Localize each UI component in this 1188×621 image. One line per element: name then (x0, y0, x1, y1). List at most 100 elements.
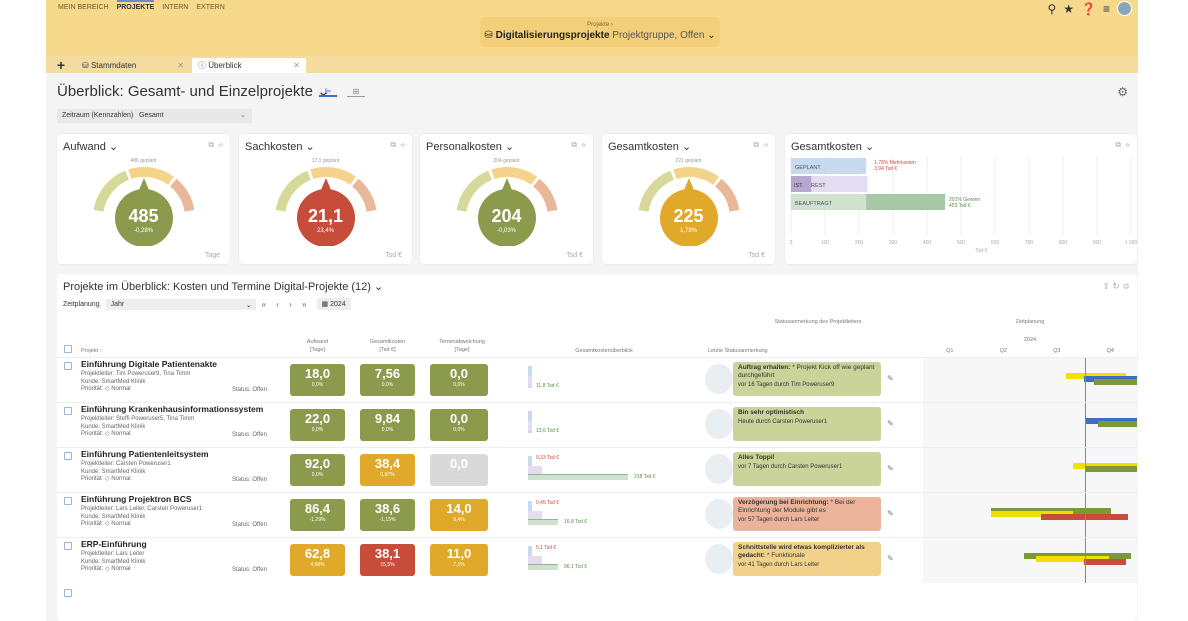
card-title[interactable]: Personalkosten ⌄ (426, 141, 515, 153)
external-link-icon[interactable]: ⧉ (571, 140, 578, 149)
project-name[interactable]: Einführung Projektron BCS (81, 494, 192, 504)
row-checkbox[interactable] (64, 497, 72, 505)
table-row[interactable]: Einführung Projektron BCS Projektleiter:… (57, 492, 1137, 538)
filter-settings-icon[interactable]: ⚙ (1117, 85, 1128, 99)
menu-icon[interactable]: ≡ (1102, 1, 1110, 16)
col-status[interactable]: Letzte Statusanmerkung (708, 348, 768, 354)
kpi-cell[interactable]: 62,8 4,58% (290, 544, 345, 576)
kpi-cell[interactable]: 18,0 0,0% (290, 364, 345, 396)
status-note[interactable]: Auftrag erhalten: * Projekt Kick off wie… (733, 362, 881, 396)
kpi-cell[interactable]: 7,56 0,0% (360, 364, 415, 396)
nav-extern[interactable]: EXTERN (196, 4, 225, 11)
settings-icon[interactable]: ≎ (581, 140, 586, 149)
search-icon[interactable]: ⚲ (1047, 1, 1057, 16)
close-icon[interactable]: ✕ (177, 61, 184, 70)
context-breadcrumb[interactable]: Projekte › (587, 22, 613, 28)
gantt-bar[interactable] (1094, 379, 1137, 385)
col-projekt[interactable]: Projekt ↑ (81, 348, 103, 354)
kpi-cell[interactable]: 38,6 -1,15% (360, 499, 415, 531)
external-link-icon[interactable]: ⧉ (208, 140, 215, 149)
external-link-icon[interactable]: ⧉ (753, 140, 760, 149)
nav-projekte[interactable]: PROJEKTE (116, 0, 155, 11)
new-row-checkbox[interactable] (64, 589, 72, 597)
close-icon[interactable]: ✕ (293, 61, 300, 70)
project-name[interactable]: Einführung Patientenleitsystem (81, 449, 209, 459)
nav-intern[interactable]: INTERN (162, 4, 189, 11)
section-title[interactable]: Projekte im Überblick: Kosten und Termin… (63, 281, 384, 293)
gantt-bar[interactable] (991, 511, 1073, 517)
edit-icon[interactable]: ✎ (887, 464, 894, 473)
kpi-cell[interactable]: 38,1 15,5% (360, 544, 415, 576)
gantt-bar[interactable] (1085, 466, 1137, 472)
project-name[interactable]: Einführung Krankenhausinformationssystem (81, 404, 264, 414)
settings-icon[interactable]: ≎ (400, 140, 405, 149)
user-avatar[interactable] (1117, 1, 1132, 16)
refresh-icon[interactable]: ↻ (1112, 281, 1120, 291)
gantt-bar[interactable] (1083, 559, 1127, 565)
context-selector[interactable]: Projekte › ⛁ Digitalisierungsprojekte Pr… (480, 17, 720, 47)
kpi-cell[interactable]: 11,0 7,1% (430, 544, 488, 576)
status-note[interactable]: Schnittstelle wird etwas komplizierter a… (733, 542, 881, 576)
kpi-cell[interactable]: 0,0 0,0% (430, 364, 488, 396)
row-checkbox[interactable] (64, 407, 72, 415)
status-note[interactable]: Alles Toppi! vor 7 Tagen durch Carsten P… (733, 452, 881, 486)
project-name[interactable]: Einführung Digitale Patientenakte (81, 359, 218, 369)
table-row[interactable]: Einführung Digitale Patientenakte Projek… (57, 357, 1137, 403)
select-all-checkbox[interactable] (64, 345, 72, 353)
status-note[interactable]: Bin sehr optimistisch Heute durch Carste… (733, 407, 881, 441)
nav-mein-bereich[interactable]: MEIN BEREICH (58, 4, 109, 11)
col-gesamtkosten[interactable]: Gesamtkosten [Tsd €] (360, 338, 415, 354)
kpi-cell[interactable]: 22,0 0,0% (290, 409, 345, 441)
edit-icon[interactable]: ✎ (887, 509, 894, 518)
col-aufwand[interactable]: Aufwand [Tage] (290, 338, 345, 354)
card-title[interactable]: Aufwand ⌄ (63, 141, 119, 153)
table-row[interactable]: ERP-Einführung Projektleiter: Lars Leite… (57, 537, 1137, 583)
tab-stammdaten[interactable]: ⛁ Stammdaten ✕ (76, 58, 190, 73)
settings-icon[interactable]: ≎ (1122, 281, 1130, 291)
external-link-icon[interactable]: ⧉ (390, 140, 397, 149)
zeitplanung-select[interactable]: Jahr ⌄ (105, 298, 256, 310)
row-checkbox[interactable] (64, 452, 72, 460)
settings-icon[interactable]: ≎ (1125, 140, 1130, 149)
card-title[interactable]: Sachkosten ⌄ (245, 141, 315, 153)
settings-icon[interactable]: ≎ (763, 140, 768, 149)
gantt-bar[interactable] (1036, 556, 1110, 562)
page-title[interactable]: Überblick: Gesamt- und Einzelprojekte ⌄ (57, 82, 330, 100)
table-row[interactable]: Einführung Krankenhausinformationssystem… (57, 402, 1137, 448)
period-select[interactable]: Zeitraum (Kennzahlen) Gesamt ⌄ (57, 109, 252, 123)
edit-icon[interactable]: ✎ (887, 374, 894, 383)
kpi-cell[interactable]: 0,0 - (430, 454, 488, 486)
gauge-pointer (139, 178, 149, 190)
col-ueberblick[interactable]: Gesamtkostenüberblick (575, 348, 633, 354)
kpi-cell[interactable]: 0,0 0,0% (430, 409, 488, 441)
edit-icon[interactable]: ✎ (887, 554, 894, 563)
external-link-icon[interactable]: ⧉ (1115, 140, 1122, 149)
kpi-cell[interactable]: 14,0 9,4% (430, 499, 488, 531)
col-termin[interactable]: Terminabweichung [Tage] (430, 338, 494, 354)
grid-view-icon[interactable]: ⊞ (347, 87, 365, 97)
tab-ueberblick[interactable]: ⓘ Überblick ✕ (192, 58, 306, 73)
gantt-view-icon[interactable]: ⊫ (319, 87, 337, 97)
row-checkbox[interactable] (64, 362, 72, 370)
kpi-cell[interactable]: 92,0 0,0% (290, 454, 345, 486)
settings-icon[interactable]: ≎ (218, 140, 223, 149)
edit-icon[interactable]: ✎ (887, 419, 894, 428)
year-picker[interactable]: ▦ 2024 (316, 298, 351, 310)
kpi-cell[interactable]: 38,4 0,87% (360, 454, 415, 486)
gantt-bar[interactable] (1040, 514, 1129, 520)
context-title-row[interactable]: ⛁ Digitalisierungsprojekte Projektgruppe… (480, 30, 720, 41)
timeline-nav[interactable]: « ‹ › » (261, 299, 311, 309)
star-icon[interactable]: ★ (1063, 1, 1075, 16)
kpi-cell[interactable]: 86,4 -1,29% (290, 499, 345, 531)
row-checkbox[interactable] (64, 542, 72, 550)
table-row[interactable]: Einführung Patientenleitsystem Projektle… (57, 447, 1137, 493)
card-title[interactable]: Gesamtkosten ⌄ (608, 141, 692, 153)
project-name[interactable]: ERP-Einführung (81, 539, 147, 549)
help-icon[interactable]: ❓ (1081, 1, 1096, 16)
chart-title[interactable]: Gesamtkosten ⌄ (791, 141, 875, 153)
kpi-cell[interactable]: 9,84 0,0% (360, 409, 415, 441)
add-tab-button[interactable]: + (56, 57, 66, 73)
export-icon[interactable]: ⇪ (1102, 281, 1110, 291)
gantt-bar[interactable] (1098, 421, 1137, 427)
status-note[interactable]: Verzögerung bei Einrichtung: * Bei der E… (733, 497, 881, 531)
